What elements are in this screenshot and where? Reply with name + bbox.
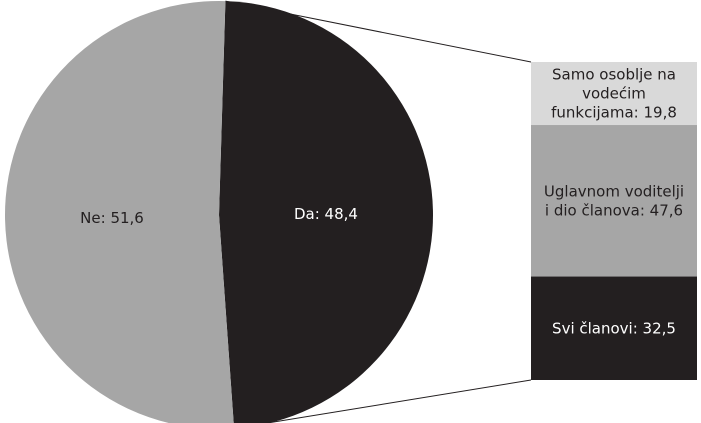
pie-chart: Da: 48,4 Ne: 51,6 [5,1,433,423]
pie-slice-ne [5,1,234,423]
pie-label-da: Da: 48,4 [294,205,358,223]
bar-label-samo-osoblje-na-vodecim-funkcijama: Samo osoblje na vodećim funkcijama: 19,8 [551,66,677,122]
bar-segment-uglavnom-voditelji-i-dio-clanova [531,125,697,277]
pie-slice-da [219,1,433,423]
connector-line-bottom [264,379,532,423]
stacked-bar: Samo osoblje na vodećim funkcijama: 19,8 Ug… [531,62,697,380]
bar-segment-svi-clanovi [531,276,697,380]
bar-label-svi-clanovi: Svi članovi: 32,5 [552,319,676,337]
pie-label-ne: Ne: 51,6 [80,209,144,227]
bar-segment-samo-osoblje-na-vodecim-funkcijama [531,62,697,126]
bar-label-uglavnom-voditelji-i-dio-clanova: Uglavnom voditelji i dio članova: 47,6 [544,182,684,219]
